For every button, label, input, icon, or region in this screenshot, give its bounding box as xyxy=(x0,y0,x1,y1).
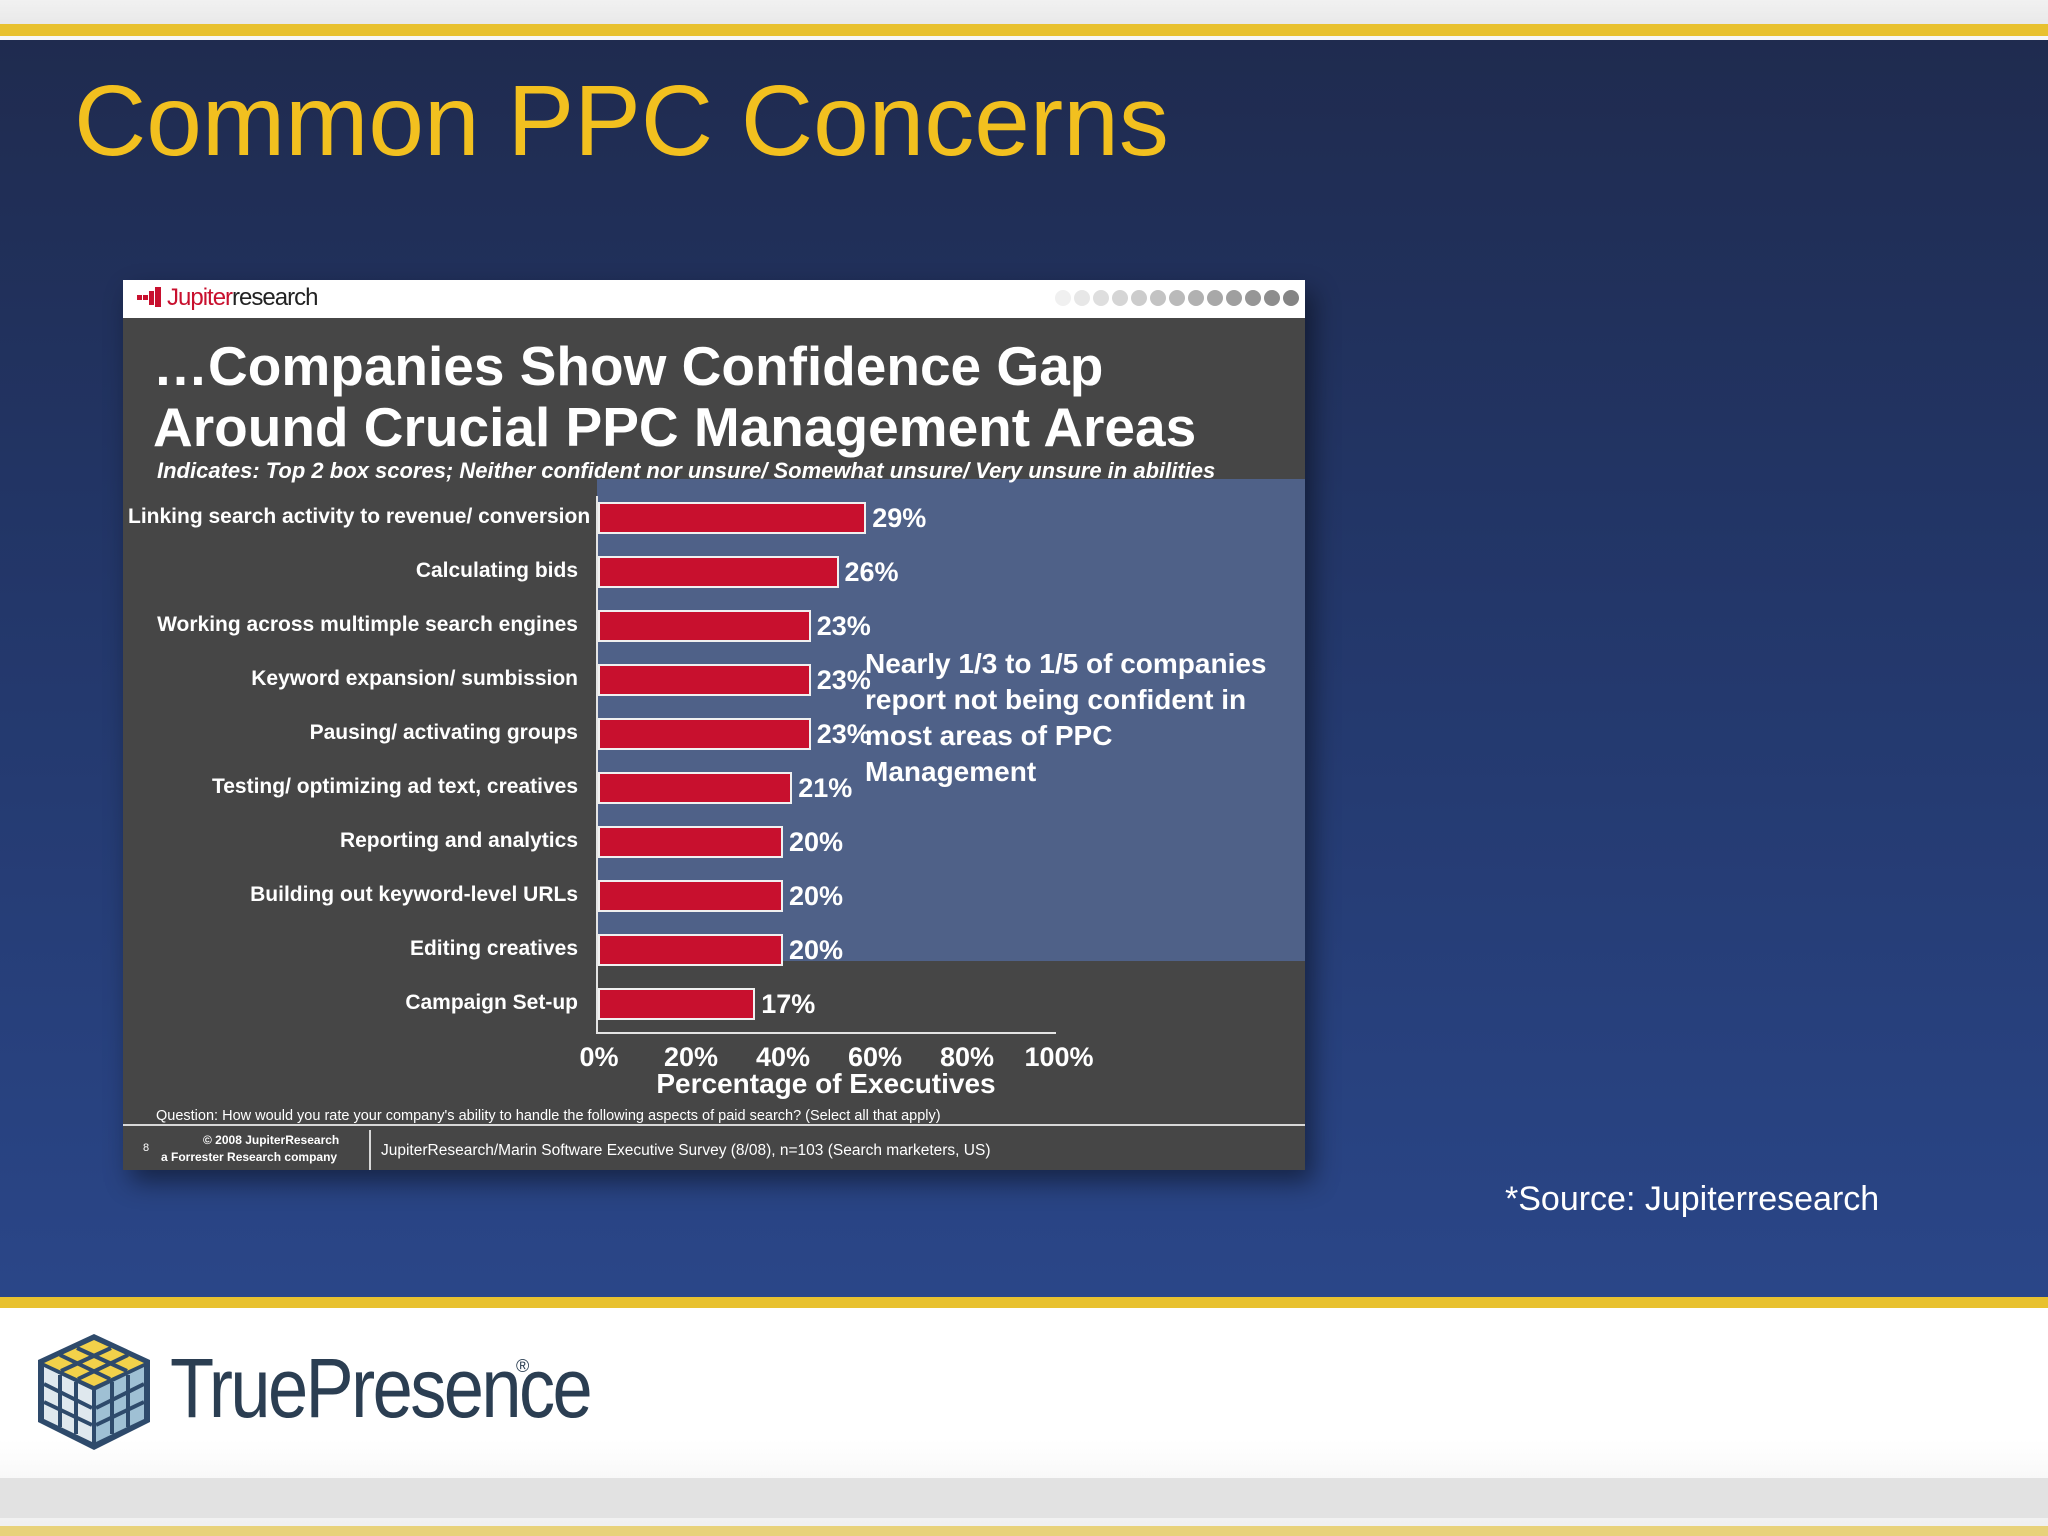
data-label: 23% xyxy=(816,665,871,695)
data-label: 26% xyxy=(844,557,899,587)
bar xyxy=(598,988,756,1020)
slide-title: Common PPC Concerns xyxy=(74,65,1169,177)
category-labels: Linking search activity to revenue/ conv… xyxy=(123,280,591,1170)
x-tick-label: 0% xyxy=(579,1042,619,1072)
header-dot xyxy=(1112,290,1128,306)
category-label: Calculating bids xyxy=(415,559,578,582)
truepresence-logo-text: TruePresence xyxy=(170,1341,593,1435)
chart-title: …Companies Show Confidence Gap Around Cr… xyxy=(153,336,1196,458)
x-tick-label: 80% xyxy=(939,1042,995,1072)
y-axis-line xyxy=(596,496,598,1034)
logo-suffix: research xyxy=(232,284,318,311)
x-tick-label: 60% xyxy=(847,1042,903,1072)
callout-text: Nearly 1/3 to 1/5 of companies report no… xyxy=(865,648,1267,787)
header-dot xyxy=(1283,290,1299,306)
bar xyxy=(598,826,783,858)
bar xyxy=(598,610,811,642)
jupiterresearch-logo: Jupiterresearch xyxy=(137,284,318,312)
x-axis-line xyxy=(596,1032,1056,1034)
top-gold-rule xyxy=(0,24,2048,36)
data-label: 23% xyxy=(816,719,871,749)
category-label: Pausing/ activating groups xyxy=(309,721,578,744)
source-note: *Source: Jupiterresearch xyxy=(1505,1180,1880,1218)
category-label: Editing creatives xyxy=(409,937,578,960)
header-dot xyxy=(1150,290,1166,306)
bar xyxy=(598,880,783,912)
data-label: 20% xyxy=(789,881,844,911)
header-dot xyxy=(1093,290,1109,306)
registered-mark: ® xyxy=(516,1356,530,1376)
data-label: 17% xyxy=(761,989,816,1019)
survey-question: Question: How would you rate your compan… xyxy=(156,1108,941,1124)
data-label: 21% xyxy=(798,773,853,803)
category-label: Building out keyword-level URLs xyxy=(250,883,578,906)
footer-gold-rule xyxy=(0,1526,2048,1536)
header-dots xyxy=(1055,290,1299,306)
category-label: Linking search activity to revenue/ conv… xyxy=(128,505,591,528)
survey-source: JupiterResearch/Marin Software Executive… xyxy=(381,1142,991,1159)
header-dot xyxy=(1207,290,1223,306)
panel-header: Jupiterresearch xyxy=(123,280,1305,318)
data-label: 23% xyxy=(816,611,871,641)
x-tick-label: 40% xyxy=(755,1042,811,1072)
category-label: Campaign Set-up xyxy=(405,991,578,1014)
header-dot xyxy=(1131,290,1147,306)
bar xyxy=(598,934,783,966)
copyright-line-2: a Forrester Research company xyxy=(161,1150,338,1164)
x-tick-label: 100% xyxy=(1024,1042,1094,1072)
top-white-rule xyxy=(0,36,2048,40)
data-label: 20% xyxy=(789,935,844,965)
chart-title-line-1: …Companies Show Confidence Gap xyxy=(153,335,1104,397)
chart-subtitle: Indicates: Top 2 box scores; Neither con… xyxy=(157,458,1216,483)
bar xyxy=(598,502,867,534)
chart-title-line-2: Around Crucial PPC Management Areas xyxy=(153,396,1197,458)
copyright-line-1: © 2008 JupiterResearch xyxy=(203,1133,340,1147)
category-label: Working across multimple search engines xyxy=(157,613,578,636)
data-label: 29% xyxy=(872,503,927,533)
chart-panel: Jupiterresearch …Companies Show Confiden… xyxy=(123,280,1305,1170)
header-dot xyxy=(1226,290,1242,306)
bar xyxy=(598,556,839,588)
header-dot xyxy=(1188,290,1204,306)
footer-separator xyxy=(369,1130,371,1170)
truepresence-cube-icon xyxy=(38,1334,150,1450)
header-dot xyxy=(1264,290,1280,306)
data-label: 20% xyxy=(789,827,844,857)
x-axis-label: Percentage of Executives xyxy=(656,1068,996,1099)
header-dot xyxy=(1169,290,1185,306)
bar xyxy=(598,718,811,750)
header-dot xyxy=(1074,290,1090,306)
jupiter-mark-icon xyxy=(137,287,161,307)
page-number: 8 xyxy=(143,1142,150,1154)
bar xyxy=(598,664,811,696)
category-label: Testing/ optimizing ad text, creatives xyxy=(211,775,578,798)
category-label: Keyword expansion/ sumbission xyxy=(251,667,578,690)
header-dot xyxy=(1245,290,1261,306)
category-label: Reporting and analytics xyxy=(339,829,578,852)
footer-divider xyxy=(123,1124,1305,1126)
bar xyxy=(598,772,793,804)
x-tick-label: 20% xyxy=(663,1042,719,1072)
header-dot xyxy=(1055,290,1071,306)
bottom-gold-rule xyxy=(0,1297,2048,1308)
logo-brand: Jupiter xyxy=(167,284,233,311)
footer-stripe xyxy=(0,1478,2048,1518)
